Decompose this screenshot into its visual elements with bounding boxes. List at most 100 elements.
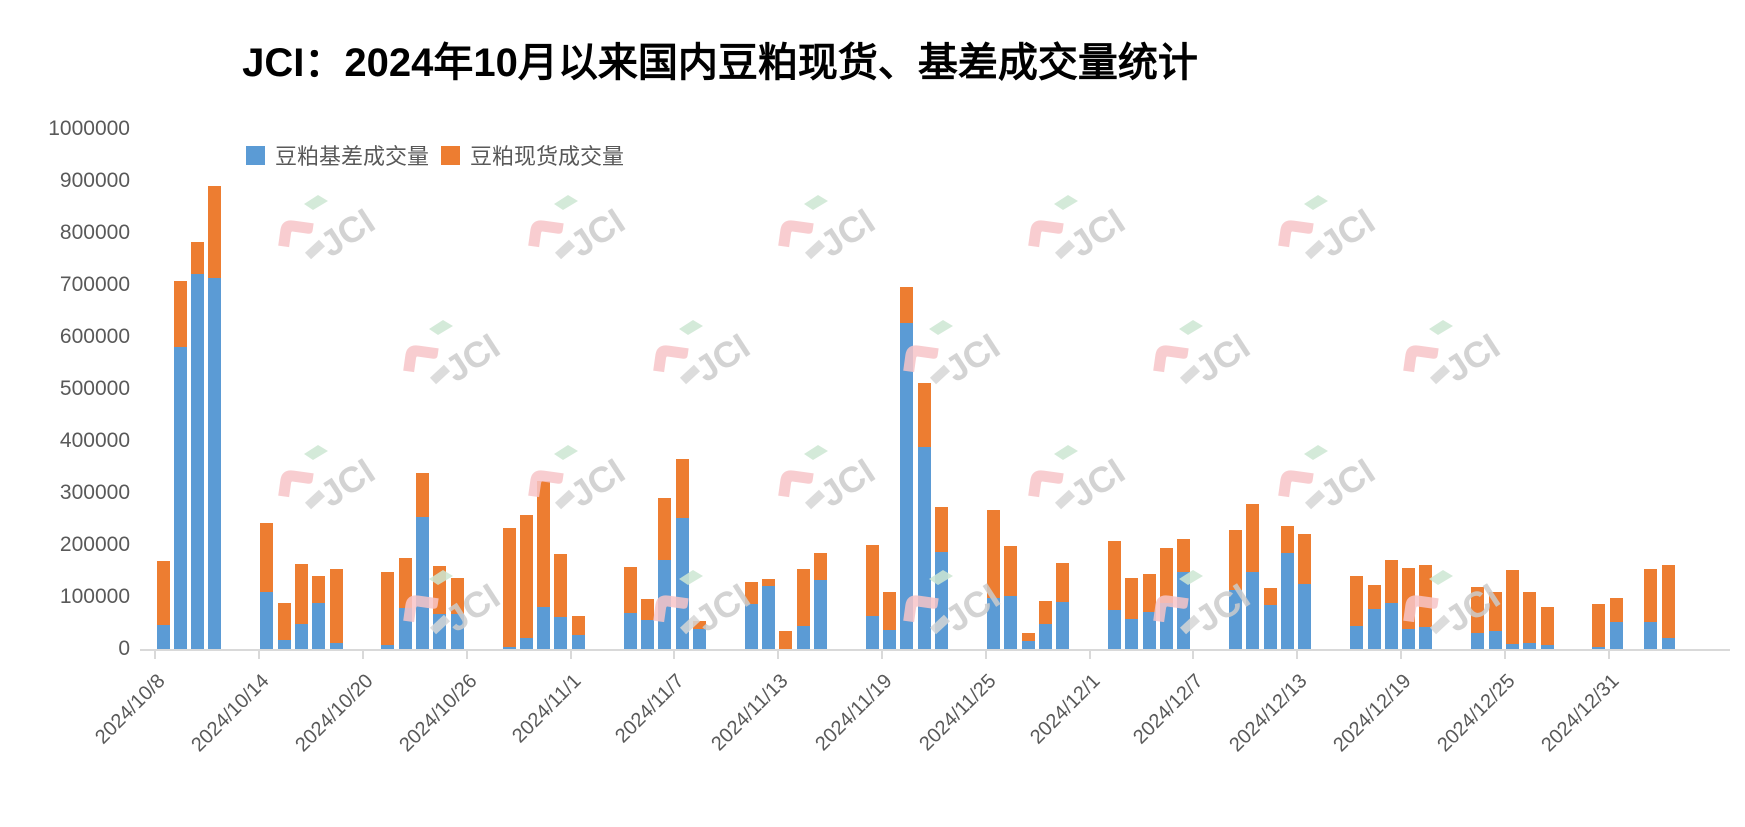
- bar-basis-segment: [260, 591, 274, 649]
- bar-basis-segment: [1523, 643, 1537, 649]
- bar-basis-segment: [537, 607, 551, 649]
- bar-basis-segment: [450, 614, 464, 649]
- bar-basis-segment: [762, 586, 775, 649]
- bar-spot-segment: [450, 578, 464, 615]
- bar-spot-segment: [986, 510, 1000, 598]
- svg-text:JCI: JCI: [1188, 325, 1255, 390]
- y-axis-tick-label: 600000: [59, 325, 130, 348]
- bar-spot-segment: [935, 506, 948, 553]
- bar-spot-segment: [208, 186, 222, 279]
- jci-watermark: JCI: [643, 313, 757, 396]
- bar-spot-segment: [433, 565, 447, 615]
- bar-basis-segment: [1661, 638, 1675, 649]
- bar-basis-segment: [1350, 626, 1364, 649]
- svg-text:JCI: JCI: [1313, 200, 1380, 265]
- jci-watermark: JCI: [1393, 313, 1507, 396]
- bar-basis-segment: [398, 607, 412, 649]
- bar-basis-segment: [1367, 609, 1381, 649]
- bar-spot-segment: [1350, 576, 1364, 627]
- bar-spot-segment: [623, 566, 637, 613]
- x-axis-tick-mark: [1399, 651, 1402, 659]
- legend: 豆粕基差成交量 豆粕现货成交量: [246, 139, 624, 171]
- bar-basis-segment: [1592, 646, 1606, 649]
- bar-basis-segment: [1505, 644, 1519, 649]
- bar-spot-segment: [779, 630, 793, 649]
- bar-spot-segment: [762, 579, 775, 587]
- x-axis-tick-mark: [154, 651, 157, 659]
- x-axis-tick-mark: [361, 651, 364, 659]
- bar-spot-segment: [1402, 568, 1416, 630]
- bar-basis-segment: [1488, 630, 1502, 649]
- x-axis-tick-mark: [569, 651, 572, 659]
- jci-watermark: JCI: [518, 188, 632, 271]
- bar-basis-segment: [1540, 645, 1554, 649]
- bar-spot-segment: [554, 553, 568, 618]
- bar-spot-segment: [173, 280, 187, 348]
- bar-spot-segment: [1592, 603, 1606, 647]
- y-axis-tick-label: 100000: [59, 585, 130, 608]
- legend-item-spot: 豆粕现货成交量: [441, 139, 624, 171]
- bar-basis-segment: [1142, 612, 1156, 649]
- x-axis-tick-mark: [465, 651, 468, 659]
- bar-spot-segment: [1021, 632, 1035, 641]
- legend-swatch-basis: [246, 145, 265, 165]
- jci-watermark: JCI: [1018, 188, 1132, 271]
- bar-basis-segment: [1281, 552, 1294, 649]
- svg-text:JCI: JCI: [563, 200, 630, 265]
- bar-spot-segment: [537, 480, 551, 608]
- x-axis-tick-mark: [258, 651, 261, 659]
- bar-spot-segment: [1419, 564, 1433, 627]
- bar-basis-segment: [156, 625, 170, 649]
- jci-watermark: JCI: [1143, 313, 1257, 396]
- jci-watermark: JCI: [268, 438, 382, 521]
- bar-spot-segment: [1505, 570, 1519, 645]
- bar-basis-segment: [1108, 610, 1121, 649]
- bar-spot-segment: [813, 552, 827, 580]
- bar-basis-segment: [1263, 604, 1277, 649]
- bar-basis-segment: [986, 597, 1000, 649]
- bar-spot-segment: [398, 558, 412, 608]
- svg-text:JCI: JCI: [563, 450, 630, 515]
- bar-spot-segment: [312, 575, 326, 603]
- bar-basis-segment: [917, 446, 931, 649]
- jci-watermark: JCI: [768, 188, 882, 271]
- bar-spot-segment: [260, 523, 274, 592]
- bar-basis-segment: [640, 619, 654, 649]
- jci-watermark: JCI: [768, 438, 882, 521]
- bar-spot-segment: [1056, 563, 1070, 603]
- bar-basis-segment: [1471, 632, 1485, 649]
- bar-spot-segment: [675, 459, 689, 519]
- bar-spot-segment: [883, 591, 897, 630]
- jci-watermark: JCI: [268, 188, 382, 271]
- bar-spot-segment: [1540, 607, 1554, 646]
- bar-basis-segment: [1004, 595, 1018, 649]
- jci-watermark: JCI: [393, 313, 507, 396]
- y-axis-tick-label: 800000: [59, 221, 130, 244]
- y-axis-tick-label: 400000: [59, 429, 130, 452]
- bar-basis-segment: [191, 273, 205, 649]
- bar-spot-segment: [640, 599, 654, 620]
- bar-spot-segment: [1644, 568, 1658, 622]
- bar-basis-segment: [658, 559, 672, 649]
- bar-basis-segment: [1419, 626, 1433, 649]
- bar-basis-segment: [173, 347, 187, 649]
- bar-spot-segment: [277, 603, 291, 640]
- bar-spot-segment: [1229, 529, 1243, 591]
- bar-spot-segment: [744, 582, 758, 604]
- bar-spot-segment: [1609, 597, 1623, 622]
- y-axis-tick-label: 700000: [59, 273, 130, 296]
- svg-text:JCI: JCI: [438, 325, 505, 390]
- jci-watermark: JCI: [1268, 188, 1382, 271]
- bar-spot-segment: [191, 242, 205, 274]
- bar-spot-segment: [1159, 548, 1173, 603]
- bar-basis-segment: [381, 645, 395, 649]
- svg-text:JCI: JCI: [813, 200, 880, 265]
- bar-spot-segment: [1471, 586, 1485, 633]
- x-axis-tick-mark: [1296, 651, 1299, 659]
- bar-basis-segment: [294, 623, 308, 649]
- bar-spot-segment: [1488, 592, 1502, 631]
- legend-label-spot: 豆粕现货成交量: [470, 144, 625, 169]
- x-axis-tick-mark: [984, 651, 987, 659]
- bar-basis-segment: [416, 517, 429, 649]
- bar-basis-segment: [519, 637, 533, 649]
